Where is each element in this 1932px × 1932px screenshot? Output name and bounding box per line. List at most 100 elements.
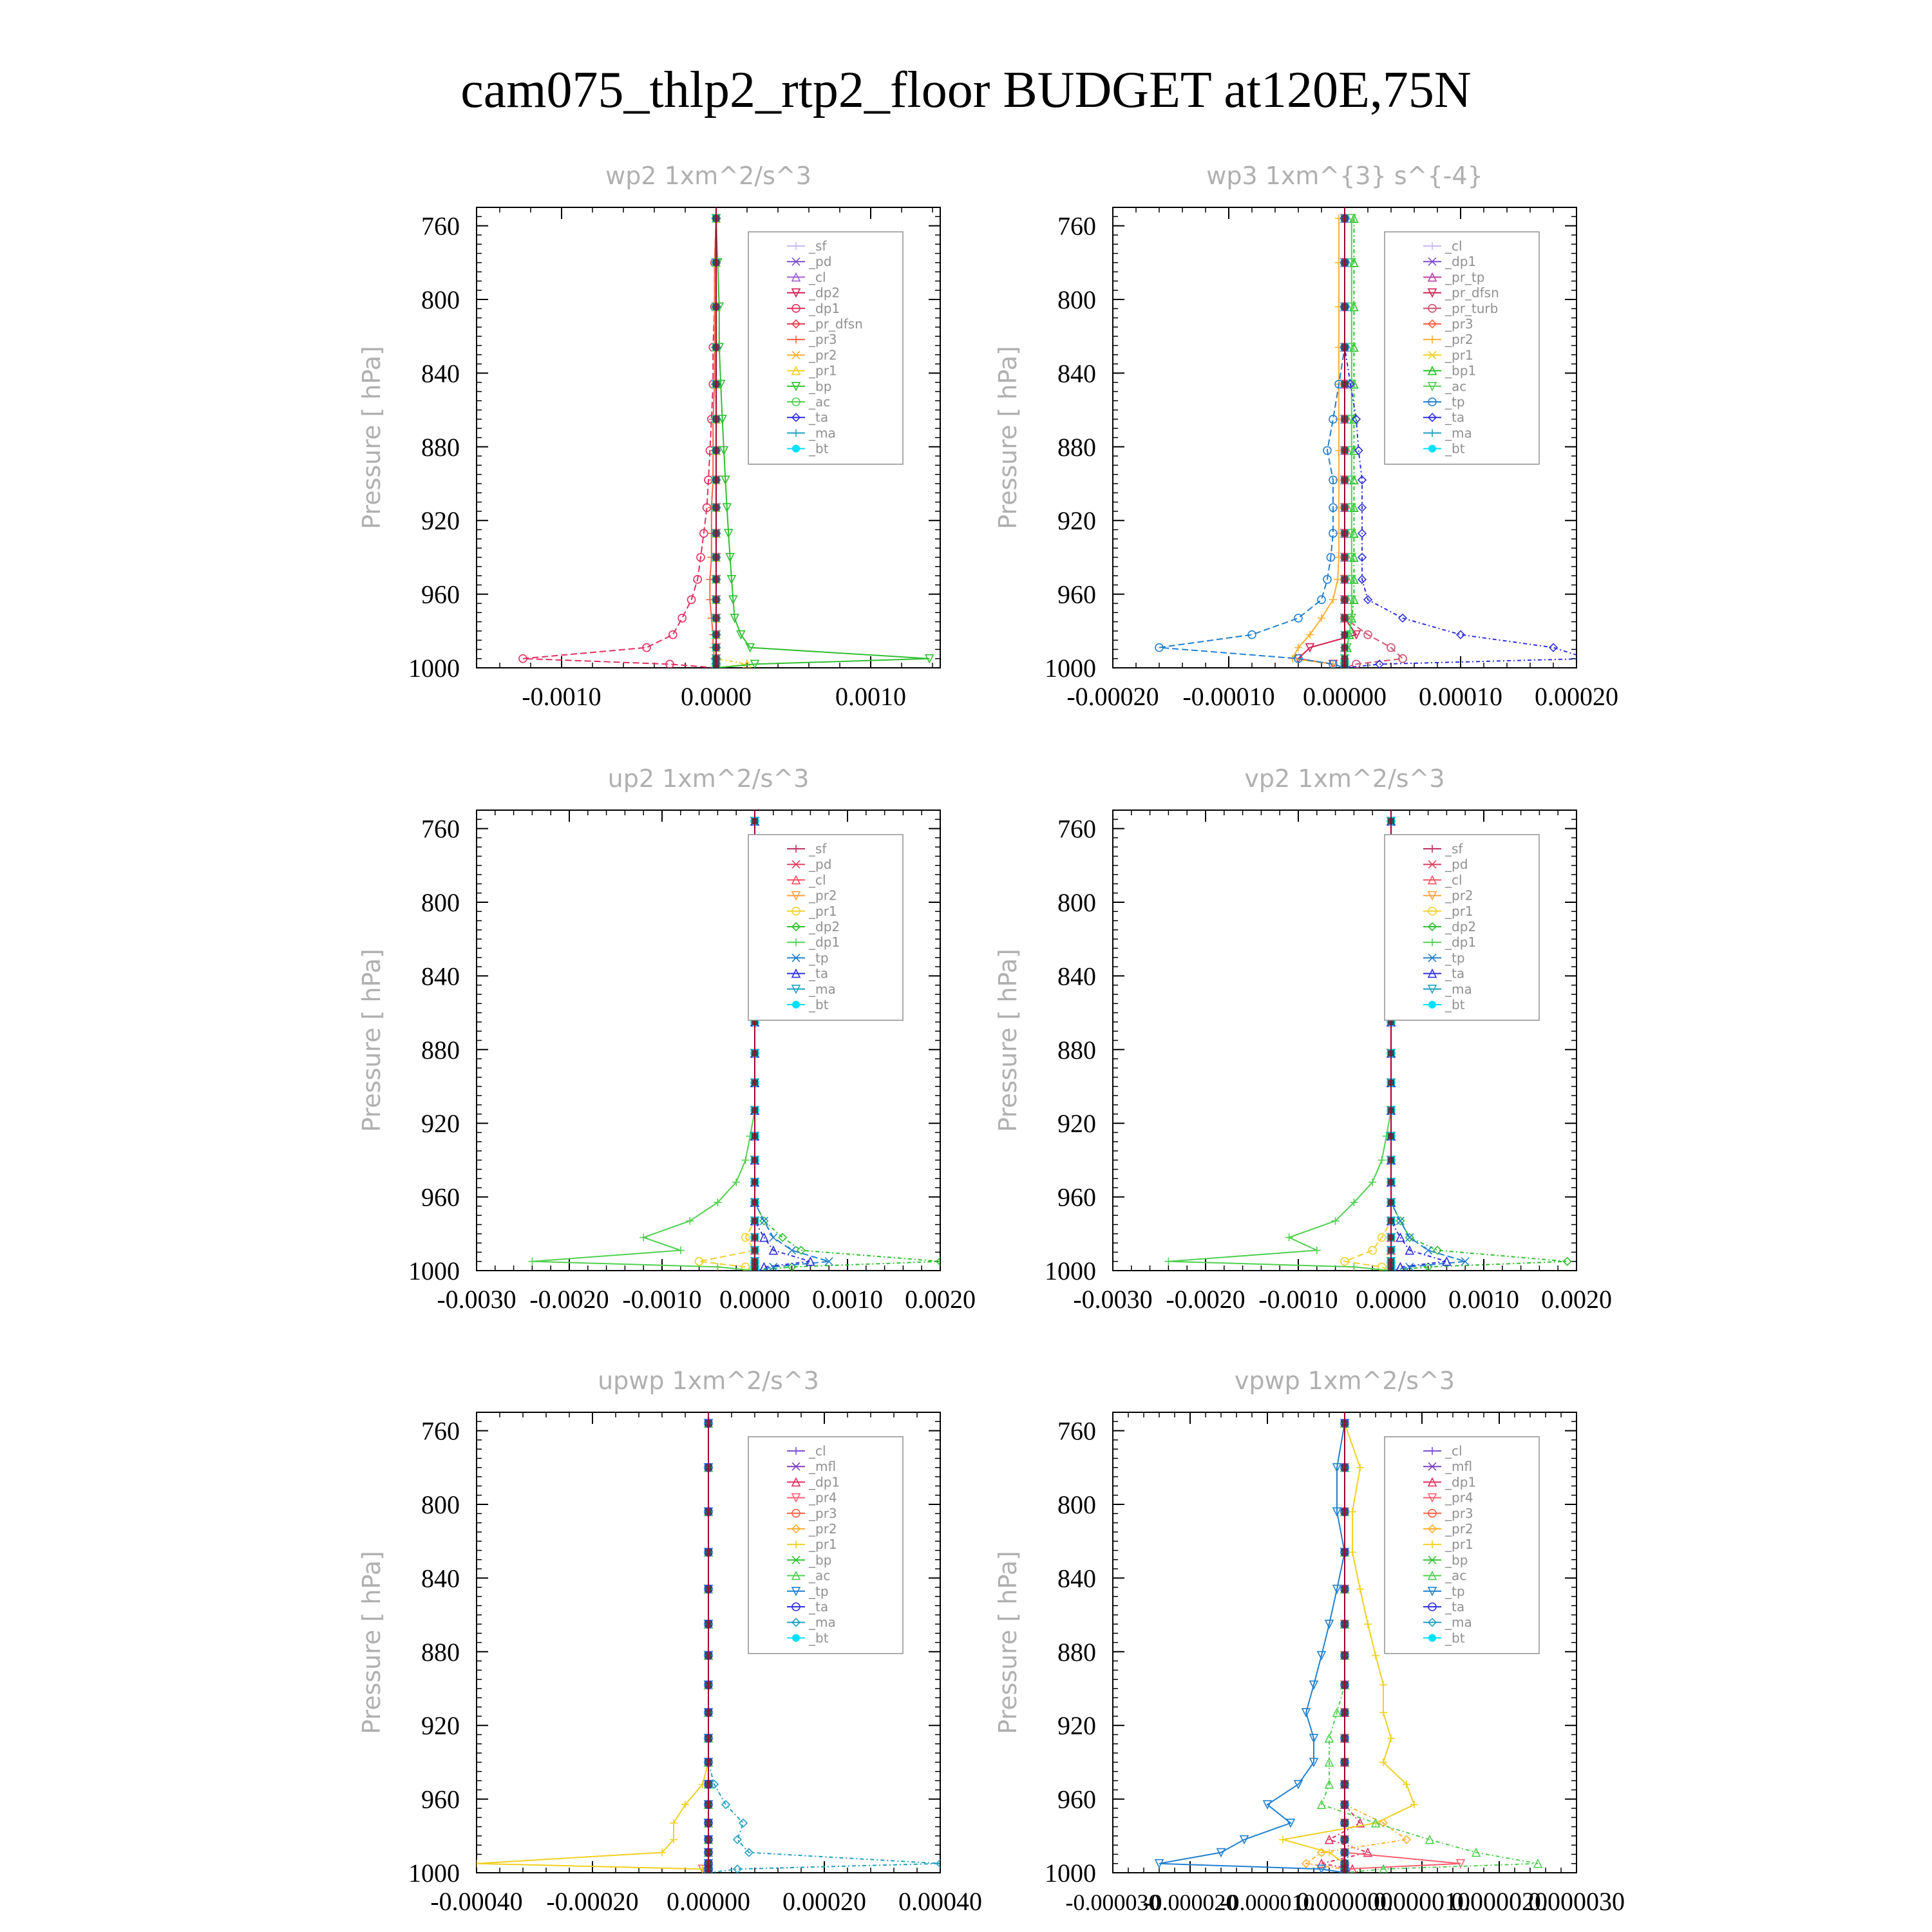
legend-marker <box>792 1447 800 1455</box>
data-point <box>1347 379 1357 390</box>
legend-label: _dp1 <box>1444 254 1476 269</box>
x-tick-label: 0.0010 <box>835 682 906 711</box>
legend-marker <box>1427 272 1437 282</box>
data-point <box>1455 1859 1466 1869</box>
data-point <box>1357 475 1367 485</box>
legend-label: _bp <box>1444 1552 1468 1567</box>
series-group <box>477 1412 940 1873</box>
data-point <box>1164 1257 1173 1265</box>
y-axis-label: Pressure [ hPa] <box>994 346 1022 529</box>
legend-marker <box>792 444 800 453</box>
data-point <box>1293 1779 1303 1790</box>
legend-label: _cl <box>1444 238 1463 254</box>
legend-label: _pr3 <box>808 1506 837 1521</box>
data-point <box>924 654 934 664</box>
legend-label: _cl <box>1444 1443 1463 1459</box>
y-tick-label: 880 <box>421 433 460 462</box>
data-point <box>1239 1835 1249 1845</box>
y-axis-label: Pressure [ hPa] <box>994 1551 1022 1734</box>
legend: _cl_mfl_dp1_pr4_pr3_pr2_pr1_bp_ac_tp_ta_… <box>1384 1436 1540 1654</box>
data-point <box>1154 1859 1164 1869</box>
data-point <box>1403 1780 1410 1788</box>
data-point <box>725 553 735 563</box>
legend-label: _pr2 <box>1444 1521 1473 1537</box>
data-point <box>681 1801 689 1809</box>
legend-label: _pr2 <box>1444 332 1473 347</box>
y-tick-label: 960 <box>421 1183 460 1212</box>
legend-box <box>1384 231 1540 465</box>
data-point <box>1368 1178 1377 1186</box>
data-point <box>1347 503 1357 513</box>
legend-label: _bt <box>808 997 829 1012</box>
legend-label: _tp <box>1444 950 1465 965</box>
legend-marker <box>1428 907 1437 916</box>
legend-label: _ma <box>808 425 836 440</box>
legend-label: _pr1 <box>1444 904 1473 919</box>
x-tick-label: 0.00020 <box>782 1887 866 1916</box>
y-tick-label: 920 <box>421 1711 460 1740</box>
legend-marker <box>1427 319 1437 329</box>
x-tick-label: 0.00020 <box>1535 682 1618 711</box>
data-point <box>1216 1848 1226 1858</box>
legend-box <box>748 231 904 465</box>
data-point <box>670 1819 677 1827</box>
y-tick-label: 760 <box>421 815 460 844</box>
legend-marker <box>791 1493 801 1503</box>
legend-label: _bt <box>808 441 829 457</box>
data-point <box>1326 553 1336 562</box>
legend-label: _tp <box>808 950 829 965</box>
legend-marker <box>791 891 801 901</box>
y-tick-label: 880 <box>421 1036 460 1065</box>
legend-marker <box>792 845 800 853</box>
data-point <box>1378 1156 1386 1164</box>
data-point <box>1347 595 1357 605</box>
series-group <box>1154 1412 1543 1873</box>
y-tick-label: 840 <box>1057 961 1096 990</box>
y-tick-label: 920 <box>421 506 460 535</box>
page-title: cam075_thlp2_rtp2_floor BUDGET at120E,75… <box>460 62 1471 118</box>
data-point <box>1305 643 1315 653</box>
legend-label: _tp <box>1444 394 1465 410</box>
data-point <box>1329 475 1338 485</box>
x-tick-label: -0.00010 <box>1182 682 1274 711</box>
legend-label: _pd <box>808 857 831 872</box>
x-tick-label: -0.00020 <box>1066 682 1159 711</box>
legend-label: _pr2 <box>808 888 837 904</box>
y-tick-label: 960 <box>421 1785 460 1814</box>
legend-marker <box>1428 242 1436 250</box>
legend-marker <box>1427 382 1437 392</box>
data-point <box>639 1233 648 1242</box>
data-point <box>1347 258 1357 268</box>
data-point <box>1329 529 1338 538</box>
data-point <box>1285 1233 1293 1242</box>
legend-marker <box>1428 397 1437 406</box>
legend-marker <box>1428 1509 1437 1518</box>
legend-label: _pd <box>1444 857 1468 872</box>
y-tick-label: 800 <box>1057 1490 1096 1519</box>
data-point <box>1356 1585 1364 1593</box>
data-point <box>1398 654 1407 663</box>
legend-marker <box>1427 1477 1437 1487</box>
y-tick-label: 1000 <box>1045 1256 1096 1285</box>
legend: _sf_pd_cl_pr2_pr1_dp2_dp1_tp_ta_ma_bt <box>748 834 904 1021</box>
data-point <box>741 1233 750 1242</box>
data-point <box>1316 1799 1327 1809</box>
data-point <box>1424 1245 1433 1255</box>
legend-label: _cl <box>1444 872 1463 887</box>
legend-box <box>748 834 904 1021</box>
legend-label: _pr_turb <box>1444 301 1498 316</box>
data-point <box>1301 1859 1311 1868</box>
x-tick-label: -0.000010 <box>1220 1889 1315 1915</box>
legend-label: _pr3 <box>1444 316 1473 332</box>
series-line-ta <box>754 821 811 1271</box>
x-tick-label: -0.00020 <box>546 1887 638 1916</box>
series-line-pr2 <box>1304 1423 1408 1873</box>
x-tick-label: 0.0020 <box>905 1285 976 1314</box>
legend: _sf_pd_cl_pr2_pr1_dp2_dp1_tp_ta_ma_bt <box>1384 834 1540 1021</box>
data-point <box>1332 1584 1342 1595</box>
data-point <box>1306 630 1314 639</box>
legend-marker <box>1428 1001 1436 1009</box>
legend-marker <box>791 1555 800 1564</box>
x-tick-label: -0.0010 <box>522 682 601 711</box>
legend-marker <box>792 429 800 437</box>
